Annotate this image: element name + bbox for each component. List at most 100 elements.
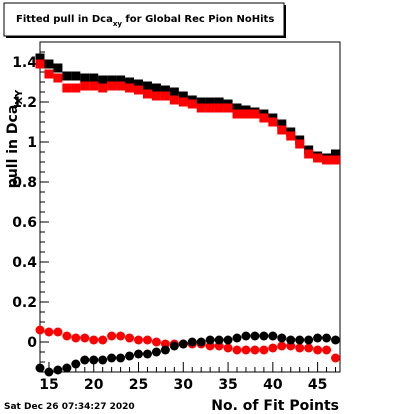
data-point	[259, 113, 269, 123]
data-point	[304, 149, 314, 159]
data-point	[223, 335, 233, 345]
data-point	[35, 325, 45, 335]
data-point	[205, 103, 215, 113]
data-point	[71, 359, 81, 369]
x-tick-label: 30	[174, 377, 194, 393]
data-point	[44, 59, 54, 69]
data-point	[80, 73, 90, 83]
data-point	[89, 355, 99, 365]
y-tick-label: 0.6	[12, 215, 37, 231]
data-point	[80, 355, 90, 365]
data-point	[116, 81, 126, 91]
data-point	[295, 139, 305, 149]
chart-title-subscript: xy	[113, 20, 123, 28]
data-point	[295, 343, 305, 353]
data-point	[35, 363, 45, 373]
data-point	[205, 335, 215, 345]
data-point	[62, 71, 72, 81]
data-point	[313, 333, 323, 343]
data-point	[151, 83, 161, 93]
y-axis: 0 0.2 0.4 0.6 0.8 1 1.2 1.4	[12, 41, 49, 363]
data-point	[151, 337, 161, 347]
y-tick-label: 0	[27, 335, 37, 351]
data-point	[232, 345, 242, 355]
data-point	[107, 75, 117, 85]
data-point	[331, 155, 341, 165]
data-point	[71, 333, 81, 343]
data-point	[160, 345, 170, 355]
data-point	[116, 75, 126, 85]
data-point	[62, 331, 72, 341]
data-point	[44, 367, 54, 377]
data-point	[151, 91, 161, 101]
data-point	[169, 87, 179, 97]
data-point	[125, 333, 135, 343]
title-shadow-right	[284, 5, 286, 38]
data-point	[268, 331, 278, 341]
data-point	[277, 333, 287, 343]
data-point	[223, 103, 233, 113]
title-frame	[3, 2, 285, 37]
data-point	[241, 345, 251, 355]
title-shadow-bottom	[6, 36, 286, 38]
data-point	[44, 327, 54, 337]
data-point	[196, 103, 206, 113]
data-point	[331, 335, 341, 345]
series-2	[35, 325, 341, 363]
data-point	[160, 85, 170, 95]
data-point	[89, 73, 99, 83]
data-point	[259, 331, 269, 341]
data-point	[232, 103, 242, 113]
data-point	[71, 83, 81, 93]
data-point	[250, 345, 260, 355]
data-point	[250, 331, 260, 341]
data-point	[250, 109, 260, 119]
data-point	[178, 97, 188, 107]
x-axis: 15 20 25 30 35 40 45	[39, 362, 337, 393]
data-point	[196, 97, 206, 107]
data-point	[53, 327, 63, 337]
data-point	[205, 97, 215, 107]
data-point	[169, 95, 179, 105]
data-point	[98, 335, 108, 345]
data-point	[53, 73, 63, 83]
data-point	[178, 91, 188, 101]
data-point	[80, 333, 90, 343]
y-tick-label: 0.2	[12, 295, 37, 311]
data-point	[322, 333, 332, 343]
y-axis-title-main: pull in Dca	[5, 105, 21, 188]
chart-title-prefix: Fitted pull in Dca	[16, 14, 113, 25]
data-point	[232, 333, 242, 343]
title-box: Fitted pull in Dcaxy for Global Rec Pion…	[3, 2, 286, 38]
data-point	[241, 331, 251, 341]
data-point	[187, 99, 197, 109]
y-tick-label: 1	[27, 135, 37, 151]
y-tick-label: 0.4	[12, 255, 37, 271]
data-point	[223, 343, 233, 353]
data-point	[35, 53, 45, 63]
data-point	[313, 153, 323, 163]
data-point	[196, 337, 206, 347]
data-point	[331, 149, 341, 159]
data-point	[98, 355, 108, 365]
data-point	[125, 83, 135, 93]
data-point	[134, 79, 144, 89]
plot-frame	[39, 41, 341, 373]
data-point	[142, 335, 152, 345]
data-point	[286, 131, 296, 141]
data-point	[169, 341, 179, 351]
data-point	[71, 71, 81, 81]
data-point	[277, 341, 287, 351]
data-point	[331, 353, 341, 363]
data-point	[142, 349, 152, 359]
data-point	[98, 83, 108, 93]
timestamp: Sat Dec 26 07:34:27 2020	[4, 402, 135, 412]
x-tick-label: 45	[308, 377, 327, 393]
data-point	[53, 63, 63, 73]
data-point	[62, 83, 72, 93]
data-point	[295, 335, 305, 345]
data-point	[142, 81, 152, 91]
data-point	[322, 155, 332, 165]
data-point	[214, 103, 224, 113]
